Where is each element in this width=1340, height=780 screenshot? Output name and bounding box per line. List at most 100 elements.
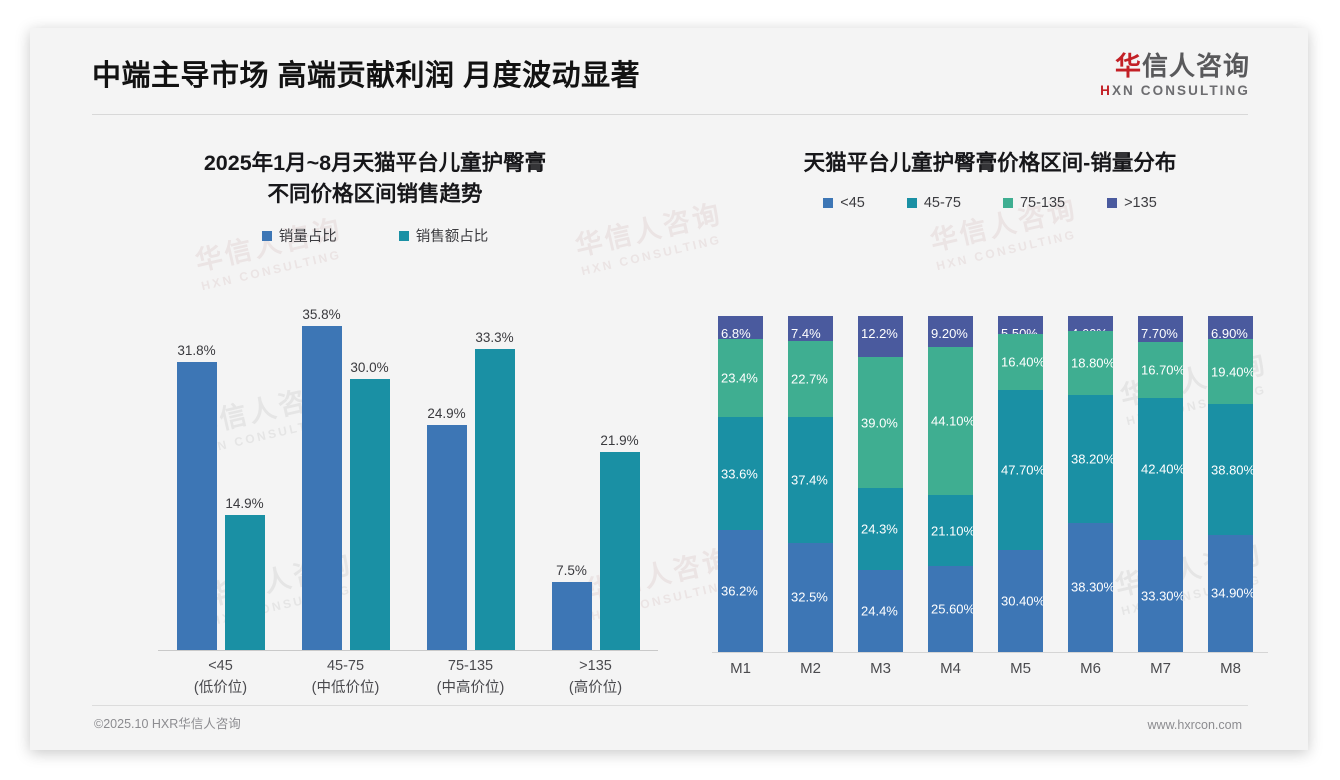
bar-column[interactable]: 31.8% — [176, 288, 217, 650]
stacked-segment[interactable]: 12.2% — [858, 316, 903, 357]
stacked-segment[interactable]: 24.3% — [858, 488, 903, 570]
bar-rect[interactable] — [349, 378, 390, 650]
stacked-segment[interactable]: 30.40% — [998, 549, 1043, 652]
stacked-segment[interactable]: 9.20% — [928, 316, 973, 347]
stacked-segment[interactable]: 39.0% — [858, 356, 903, 489]
legend-label: 销量占比 — [278, 229, 337, 246]
stacked-segment[interactable]: 34.90% — [1208, 534, 1253, 652]
stacked-segment[interactable]: 7.70% — [1138, 316, 1183, 342]
bar-rect[interactable] — [426, 424, 467, 650]
segment-value-label: 38.20% — [1071, 451, 1113, 467]
segment-value-label: 18.80% — [1071, 355, 1113, 371]
stacked-segment[interactable]: 4.60% — [1068, 316, 1113, 332]
bar-column[interactable]: 21.9% — [599, 288, 640, 650]
stacked-bar-column[interactable]: 7.70% 16.70% 42.40% 33.30% — [1138, 316, 1183, 653]
category-label-sub: (低价位) — [193, 679, 248, 696]
footer-website[interactable]: www.hxrcon.com — [1147, 718, 1242, 732]
bar-column[interactable]: 33.3% — [474, 288, 515, 650]
stacked-bar-column[interactable]: 9.20% 44.10% 21.10% 25.60% — [928, 316, 973, 652]
segment-value-label: 25.60% — [931, 601, 973, 617]
right-chart-x-axis — [712, 652, 1268, 653]
stacked-bar-column[interactable]: 12.2% 39.0% 24.3% 24.4% — [858, 316, 903, 652]
stacked-segment[interactable]: 38.80% — [1208, 404, 1253, 535]
stacked-segment[interactable]: 5.50% — [998, 316, 1043, 335]
bar-column[interactable]: 30.0% — [349, 288, 390, 650]
bar-rect[interactable] — [551, 582, 592, 650]
bar-value-label: 21.9% — [600, 432, 639, 448]
segment-value-label: 12.2% — [861, 326, 898, 341]
grouped-bar-plot-area: 31.8% 14.9% 35.8% 30.0% 24.9% 33.3% 7.5% 21.9% — [158, 288, 658, 650]
legend-item-left-0[interactable]: 销量占比 — [261, 225, 337, 246]
stacked-segment[interactable]: 38.20% — [1068, 394, 1113, 523]
stacked-segment[interactable]: 16.70% — [1138, 341, 1183, 398]
stacked-bar-column[interactable]: 5.50% 16.40% 47.70% 30.40% — [998, 316, 1043, 652]
bar-rect[interactable] — [599, 451, 640, 650]
page-title: 中端主导市场 高端贡献利润 月度波动显著 — [92, 60, 641, 92]
legend-label: <45 — [840, 194, 865, 211]
legend-label: >135 — [1124, 194, 1157, 211]
legend-item-right-2[interactable]: 75-135 — [1002, 195, 1065, 211]
legend-item-right-3[interactable]: >135 — [1107, 195, 1157, 211]
stacked-segment[interactable]: 19.40% — [1208, 339, 1253, 405]
month-label: M8 — [1220, 660, 1241, 677]
legend-swatch-icon — [1107, 197, 1118, 208]
stacked-segment[interactable]: 33.30% — [1138, 540, 1183, 653]
stacked-segment[interactable]: 6.90% — [1208, 316, 1253, 340]
grouped-bar-chart-panel: 2025年1月~8月天猫平台儿童护臀膏 不同价格区间销售趋势 销量占比 销售额占比… — [70, 148, 680, 708]
bar-rect[interactable] — [474, 348, 515, 650]
bar-column[interactable]: 35.8% — [301, 288, 342, 650]
stacked-segment[interactable]: 37.4% — [788, 417, 833, 543]
stacked-segment[interactable]: 32.5% — [788, 542, 833, 652]
stacked-segment[interactable]: 25.60% — [928, 565, 973, 652]
legend-item-right-0[interactable]: <45 — [823, 195, 865, 211]
stacked-segment[interactable]: 47.70% — [998, 389, 1043, 550]
legend-swatch-icon — [398, 230, 409, 241]
bar-column[interactable]: 7.5% — [551, 288, 592, 650]
stacked-bar-column[interactable]: 6.8% 23.4% 33.6% 36.2% — [718, 316, 763, 652]
logo-chinese-text: 华信人咨询 — [1100, 52, 1250, 80]
bar-column[interactable]: 24.9% — [426, 288, 467, 650]
stacked-segment[interactable]: 36.2% — [718, 530, 763, 652]
bar-group: 35.8% 30.0% — [283, 288, 408, 650]
stacked-segment[interactable]: 23.4% — [718, 338, 763, 418]
left-chart-legend: 销量占比 销售额占比 — [70, 225, 680, 246]
stacked-segment[interactable]: 38.30% — [1068, 522, 1113, 652]
stacked-segment[interactable]: 44.10% — [928, 346, 973, 496]
stacked-segment[interactable]: 7.4% — [788, 316, 833, 341]
stacked-segment[interactable]: 16.40% — [998, 334, 1043, 390]
stacked-bar-column[interactable]: 7.4% 22.7% 37.4% 32.5% — [788, 316, 833, 652]
category-label: 75-135 (中高价位) — [408, 656, 533, 700]
segment-value-label: 32.5% — [791, 589, 828, 605]
category-label-main: 75-135 — [447, 658, 494, 674]
legend-label: 45-75 — [923, 194, 961, 211]
legend-item-right-1[interactable]: 45-75 — [906, 194, 961, 211]
stacked-bar-column[interactable]: 4.60% 18.80% 38.20% 38.30% — [1068, 316, 1113, 652]
stacked-bar-column[interactable]: 6.90% 19.40% 38.80% 34.90% — [1208, 316, 1253, 652]
segment-value-label: 23.4% — [721, 370, 758, 386]
segment-value-label: 5.50% — [1001, 326, 1038, 335]
segment-value-label: 39.0% — [861, 415, 898, 430]
footer-copyright: ©2025.10 HXR华信人咨询 — [94, 717, 241, 731]
segment-value-label: 37.4% — [791, 472, 828, 488]
bar-rect[interactable] — [224, 515, 265, 650]
segment-value-label: 24.4% — [861, 603, 898, 619]
stacked-segment[interactable]: 18.80% — [1068, 331, 1113, 395]
bar-rect[interactable] — [301, 326, 342, 650]
segment-value-label: 47.70% — [1001, 462, 1043, 478]
bar-value-label: 30.0% — [350, 359, 389, 375]
bar-rect[interactable] — [176, 362, 217, 650]
stacked-segment[interactable]: 21.10% — [928, 495, 973, 566]
stacked-segment[interactable]: 24.4% — [858, 569, 903, 652]
stacked-segment[interactable]: 6.8% — [718, 316, 763, 339]
stacked-segment[interactable]: 22.7% — [788, 340, 833, 418]
bar-column[interactable]: 14.9% — [224, 288, 265, 650]
month-label: M4 — [940, 660, 961, 677]
right-chart-legend: <45 45-75 75-135 >135 — [690, 195, 1290, 211]
segment-value-label: 9.20% — [931, 326, 968, 341]
bar-group: 7.5% 21.9% — [533, 288, 658, 650]
segment-value-label: 38.80% — [1211, 462, 1253, 478]
stacked-segment[interactable]: 42.40% — [1138, 397, 1183, 541]
brand-logo: 华信人咨询 HXN CONSULTING — [1100, 52, 1250, 98]
legend-item-left-1[interactable]: 销售额占比 — [398, 225, 488, 246]
stacked-segment[interactable]: 33.6% — [718, 417, 763, 531]
